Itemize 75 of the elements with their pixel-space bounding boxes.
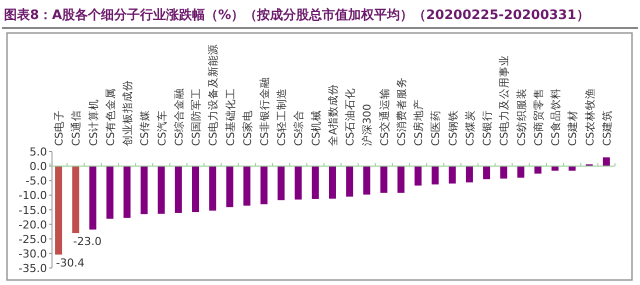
x-tick-label: CS纺织服装 xyxy=(514,88,528,146)
bar xyxy=(55,166,62,255)
y-tick-label: 5.0 xyxy=(30,146,47,158)
bar xyxy=(432,166,439,184)
y-tick-label: -25.0 xyxy=(18,232,47,246)
bar xyxy=(192,166,200,212)
bar xyxy=(517,166,524,178)
x-tick-label: CS电力及公用事业 xyxy=(498,55,511,146)
x-tick-label: CS通信 xyxy=(70,110,83,146)
x-tick-label: CS食品饮料 xyxy=(549,88,562,146)
y-tick-label: -10.0 xyxy=(18,189,47,202)
bar xyxy=(500,166,508,179)
bar xyxy=(414,166,422,186)
x-tick-label: 全A指数成份 xyxy=(326,84,340,146)
data-label: -30.4 xyxy=(56,256,85,270)
bar xyxy=(294,166,302,200)
bar xyxy=(158,166,165,214)
x-tick-label: CS电子 xyxy=(52,110,66,146)
x-tick-label: 创业板指成份 xyxy=(121,80,134,146)
y-tick-label: 0.0 xyxy=(30,160,47,174)
x-tick-label: CS机械 xyxy=(309,110,322,146)
bar xyxy=(483,166,490,180)
bar xyxy=(140,166,148,214)
x-tick-label: CS综合金融 xyxy=(172,88,186,146)
x-tick-label: CS电力设备及新能源 xyxy=(206,44,220,146)
x-tick-label: CS家电 xyxy=(240,110,254,146)
x-tick-label: CS建材 xyxy=(566,110,580,146)
x-tick-label: CS商贸零售 xyxy=(532,88,545,146)
y-tick-label: -5.0 xyxy=(26,174,47,188)
x-tick-label: CS传媒 xyxy=(139,110,152,146)
x-tick-label: CS煤炭 xyxy=(463,110,476,146)
bar xyxy=(346,166,354,197)
x-tick-label: CS轻工制造 xyxy=(275,88,288,146)
bar xyxy=(363,166,370,195)
x-tick-label: CS消费者服务 xyxy=(394,77,408,146)
y-tick-label: -30.0 xyxy=(18,247,47,260)
bar xyxy=(397,166,404,193)
bar xyxy=(534,166,542,174)
x-tick-label: CS房地产 xyxy=(412,99,426,146)
bar xyxy=(89,166,96,230)
y-tick-label: -15.0 xyxy=(18,204,47,217)
x-tick-label: CS银行 xyxy=(482,110,494,146)
bar xyxy=(448,166,456,184)
bar xyxy=(466,166,473,182)
x-tick-label: CS石油石化 xyxy=(344,88,357,146)
x-tick-label: CS有色金属 xyxy=(104,88,117,146)
bar xyxy=(380,166,388,193)
bar xyxy=(243,166,250,206)
bar xyxy=(328,166,336,199)
x-tick-label: CS汽车 xyxy=(155,110,168,146)
bar xyxy=(260,166,268,204)
bar xyxy=(312,166,319,199)
bar xyxy=(72,166,80,234)
bar xyxy=(226,166,234,208)
x-tick-label: CS综合 xyxy=(292,110,306,146)
x-tick-label: 沪深300 xyxy=(360,104,374,146)
x-tick-label: CS医药 xyxy=(429,110,442,146)
bar xyxy=(124,166,131,218)
x-tick-label: CS交通运输 xyxy=(378,88,391,146)
x-tick-label: CS钢铁 xyxy=(447,110,460,146)
x-tick-label: CS非银行金融 xyxy=(258,77,271,146)
bar xyxy=(106,166,114,219)
x-tick-label: CS建筑 xyxy=(600,110,614,146)
x-tick-label: CS计算机 xyxy=(86,99,100,146)
y-tick-label: -35.0 xyxy=(18,262,47,275)
x-tick-label: CS农林牧渔 xyxy=(583,88,596,146)
bar xyxy=(602,157,610,166)
chart-title: 图表8：A股各个细分子行业涨跌幅（%）（按成分股总市值加权平均）（20200225-20200331） xyxy=(4,7,590,23)
bar xyxy=(278,166,285,200)
data-label: -23.0 xyxy=(73,235,102,248)
bar xyxy=(174,166,182,213)
x-tick-label: CS基础化工 xyxy=(224,88,237,146)
y-tick-label: -20.0 xyxy=(18,218,47,232)
x-tick-label: CS国防军工 xyxy=(190,88,203,146)
bar xyxy=(209,166,216,211)
